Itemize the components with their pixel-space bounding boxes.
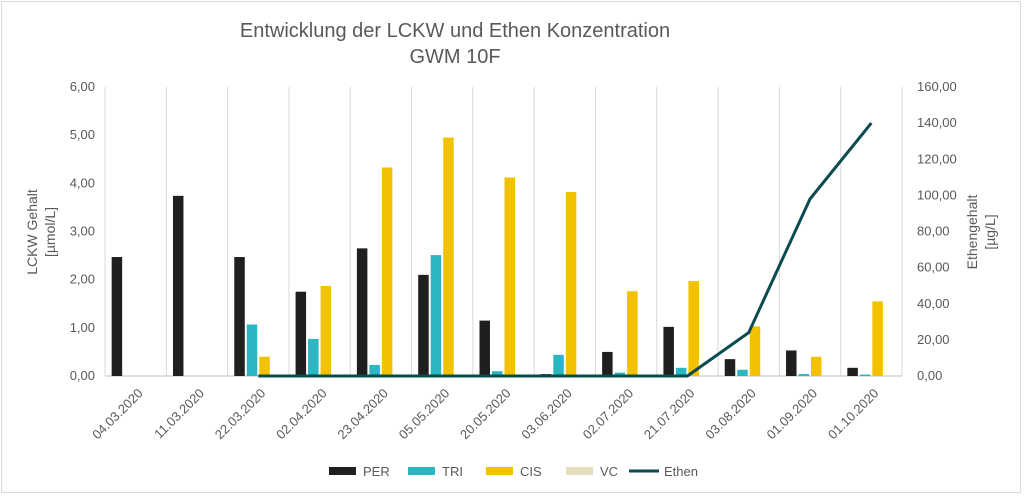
bar-tri	[798, 374, 810, 376]
y2-tick-label: 80,00	[917, 224, 950, 239]
legend-swatch-tri	[408, 467, 435, 475]
bar-cis	[627, 291, 638, 376]
chart-title: Entwicklung der LCKW und Ethen Konzentra…	[240, 20, 670, 42]
bar-per	[847, 367, 858, 376]
x-tick-label: 05.05.2020	[396, 386, 453, 443]
category-grid	[104, 87, 903, 377]
x-tick-label: 04.03.2020	[89, 386, 146, 443]
bar-per	[724, 359, 736, 376]
y2-tick-label: 160,00	[917, 79, 957, 94]
line-layer	[258, 122, 873, 378]
x-tick-label: 01.09.2020	[764, 386, 821, 443]
x-tick-label: 11.03.2020	[151, 386, 207, 442]
bar-cis	[259, 356, 270, 376]
bar-cis	[872, 301, 883, 376]
y2-axis-label-line2: [µg/L]	[982, 214, 998, 249]
y-tick-label: 1,00	[70, 320, 95, 335]
legend-swatch-cis	[486, 467, 513, 475]
x-axis-ticks: 04.03.2020 11.03.2020 22.03.2020 02.04.2020…	[89, 386, 881, 443]
legend-label-vc: VC	[600, 464, 618, 479]
legend-swatch-vc	[566, 467, 593, 475]
y2-tick-label: 60,00	[917, 260, 950, 275]
bar-tri	[430, 255, 442, 376]
y2-tick-label: 0,00	[917, 368, 942, 383]
y2-tick-label: 40,00	[917, 296, 950, 311]
bar-cis	[811, 356, 822, 376]
y2-tick-label: 120,00	[917, 151, 957, 166]
bar-cis	[381, 167, 393, 376]
bar-cis	[320, 285, 332, 376]
legend-swatch-per	[329, 467, 356, 475]
bar-tri	[675, 367, 687, 376]
bar-per	[172, 195, 184, 376]
y-tick-label: 5,00	[70, 127, 95, 142]
y-tick-label: 6,00	[70, 79, 95, 94]
bar-per	[786, 350, 797, 376]
bar-tri	[614, 372, 626, 376]
line-ethen	[258, 122, 873, 378]
bar-tri	[553, 354, 564, 376]
bar-per	[663, 326, 674, 376]
y2-tick-label: 140,00	[917, 115, 957, 130]
y2-axis-label-line1: Ethengehalt	[964, 195, 980, 270]
legend-label-per: PER	[363, 464, 390, 479]
x-tick-label: 20.05.2020	[457, 386, 514, 443]
x-tick-label: 03.08.2020	[702, 386, 759, 443]
y-axis-label-line2: [µmol/L]	[42, 207, 58, 257]
bar-per	[479, 320, 490, 376]
legend-label-tri: TRI	[442, 464, 463, 479]
x-tick-label: 02.04.2020	[273, 386, 330, 443]
bar-tri	[859, 374, 871, 376]
bar-cis	[688, 281, 699, 376]
bar-per	[356, 248, 368, 376]
bar-per	[418, 274, 429, 376]
right-axis-ticks: 0,00 20,00 40,00 60,00 80,00 100,00 120,00 140,…	[917, 79, 957, 383]
y-axis-label-line1: LCKW Gehalt	[24, 189, 40, 275]
bar-per	[602, 351, 613, 376]
chart-subtitle: GWM 10F	[409, 46, 500, 68]
y2-tick-label: 20,00	[917, 332, 950, 347]
bar-cis	[443, 137, 454, 376]
x-tick-label: 02.07.2020	[580, 386, 637, 443]
bar-cis	[565, 192, 577, 376]
left-axis-ticks: 0,00 1,00 2,00 3,00 4,00 5,00 6,00	[70, 79, 95, 383]
bar-tri	[492, 371, 503, 376]
y-tick-label: 4,00	[70, 175, 95, 190]
x-tick-label: 22.03.2020	[212, 386, 269, 443]
bar-tri	[246, 324, 258, 376]
legend: PER TRI CIS VC Ethen	[329, 464, 698, 479]
legend-label-cis: CIS	[520, 464, 542, 479]
x-tick-label: 03.06.2020	[518, 386, 575, 443]
bar-per	[295, 291, 307, 376]
x-tick-label: 23.04.2020	[334, 386, 391, 443]
bar-layer	[111, 137, 883, 376]
bar-per	[111, 257, 123, 376]
x-tick-label: 21.07.2020	[641, 386, 698, 443]
bar-cis	[504, 177, 515, 376]
y2-tick-label: 100,00	[917, 187, 957, 202]
legend-label-ethen: Ethen	[664, 464, 698, 479]
y-tick-label: 3,00	[70, 224, 95, 239]
bar-tri	[737, 369, 748, 376]
bar-tri	[369, 364, 380, 376]
y-tick-label: 0,00	[70, 368, 95, 383]
bar-per	[234, 257, 245, 376]
bar-tri	[308, 338, 319, 376]
bar-cis	[749, 326, 761, 376]
x-tick-label: 01.10.2020	[825, 386, 882, 443]
y-tick-label: 2,00	[70, 272, 95, 287]
